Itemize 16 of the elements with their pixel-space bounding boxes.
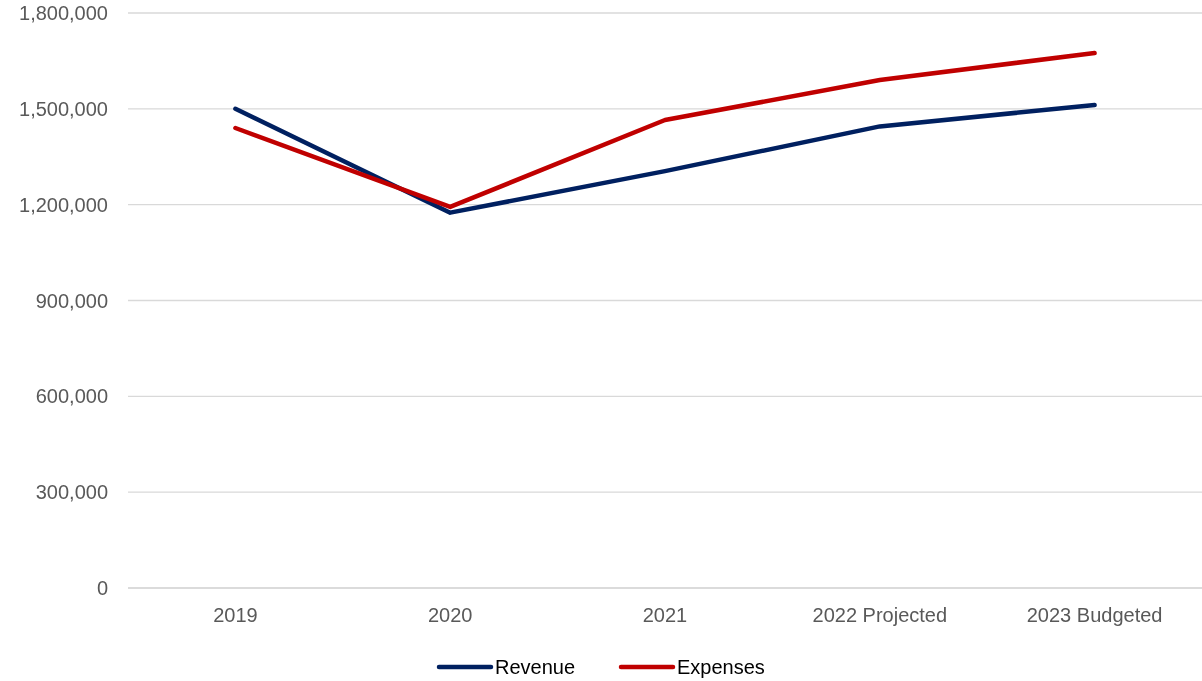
x-tick-label: 2022 Projected	[812, 604, 948, 626]
y-tick-label: 300,000	[35, 481, 108, 504]
x-tick-label: 2021	[642, 604, 688, 626]
x-tick-label: 2020	[427, 604, 473, 626]
y-tick-label: 1,500,000	[19, 97, 108, 120]
legend-label: Expenses	[677, 656, 765, 678]
y-tick-label: 1,200,000	[19, 193, 108, 216]
y-tick-label: 0	[96, 577, 108, 599]
y-tick-label: 1,800,000	[19, 2, 108, 24]
legend-label: Revenue	[495, 656, 576, 678]
y-tick-label: 900,000	[35, 289, 108, 312]
y-tick-label: 600,000	[35, 385, 108, 408]
x-tick-label: 2019	[213, 604, 258, 626]
line-series	[233, 102, 1097, 215]
x-tick-label: 2023 Budgeted	[1026, 604, 1163, 626]
line-series	[233, 50, 1097, 210]
